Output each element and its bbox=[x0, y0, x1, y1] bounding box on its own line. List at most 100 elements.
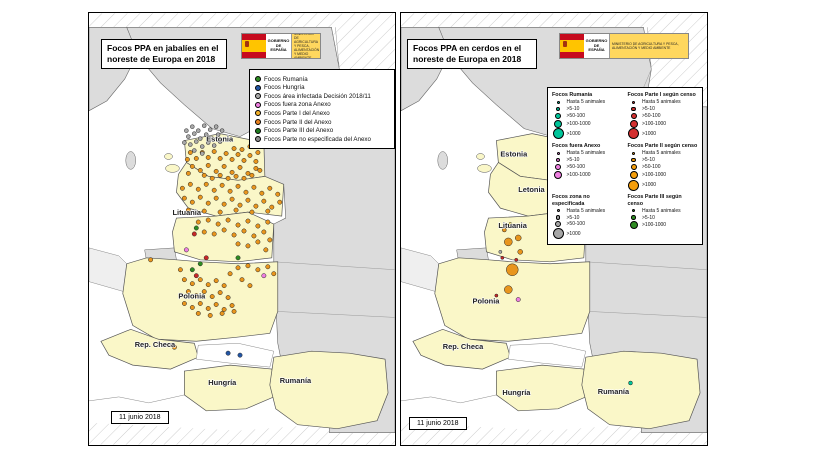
outbreak-dot bbox=[183, 247, 189, 253]
legend-swatch-icon bbox=[631, 157, 636, 163]
legend-item: >5-10 bbox=[552, 106, 623, 112]
outbreak-dot bbox=[217, 290, 223, 296]
outbreak-dot bbox=[267, 185, 273, 191]
government-label: GOBIERNO DE ESPAÑA bbox=[584, 34, 610, 58]
legend-item: >100-1000 bbox=[552, 119, 623, 128]
legend-item-label: >50-100 bbox=[642, 163, 661, 170]
outbreak-dot bbox=[249, 209, 255, 215]
outbreak-dot bbox=[225, 295, 231, 300]
outbreak-dot bbox=[189, 281, 195, 287]
legend-item-label: >100-1000 bbox=[566, 171, 591, 178]
outbreak-dot bbox=[502, 227, 507, 233]
outbreak-dot bbox=[261, 198, 267, 204]
outbreak-dot bbox=[205, 200, 211, 206]
legend-group-header: Focos Parte II según censo bbox=[627, 143, 698, 150]
border-austria-region bbox=[401, 394, 497, 404]
legend-item: Focos Parte II del Anexo bbox=[255, 119, 389, 126]
outbreak-dot bbox=[201, 289, 207, 295]
outbreak-dot bbox=[229, 157, 235, 162]
legend-item: Focos Hungría bbox=[255, 84, 389, 91]
legend-item-label: Hasta 5 animales bbox=[566, 150, 606, 157]
outbreak-dot bbox=[265, 219, 271, 225]
outbreak-dot bbox=[275, 191, 281, 197]
outbreak-dot bbox=[148, 257, 154, 263]
legend-pigs: Focos Rumanía Hasta 5 animales >5-10 >50-10… bbox=[547, 87, 703, 245]
outbreak-dot bbox=[200, 144, 205, 149]
legend-item: Hasta 5 animales bbox=[552, 99, 623, 105]
legend-swatch-icon bbox=[556, 151, 560, 155]
legend-swatch-icon bbox=[632, 209, 635, 213]
government-label: GOBIERNO DE ESPAÑA bbox=[266, 34, 292, 58]
outbreak-dot bbox=[189, 199, 195, 205]
country-poland bbox=[122, 257, 279, 342]
outbreak-dot bbox=[241, 158, 247, 163]
legend-swatch-icon bbox=[629, 119, 638, 128]
legend-swatch-icon bbox=[628, 179, 639, 191]
outbreak-dot bbox=[205, 162, 211, 168]
outbreak-dot bbox=[205, 217, 211, 223]
outbreak-dot bbox=[231, 232, 237, 238]
country-lithuania bbox=[172, 211, 275, 263]
outbreak-dot bbox=[249, 172, 255, 178]
country-label: Estonia bbox=[500, 149, 528, 158]
legend-group: Focos Parte II según censo Hasta 5 animal… bbox=[628, 143, 699, 191]
outbreak-dot bbox=[192, 148, 197, 153]
legend-item-label: >50-100 bbox=[566, 112, 586, 119]
legend-item-label: Focos Parte III del Anexo bbox=[264, 127, 334, 135]
island-gotland bbox=[125, 151, 136, 170]
country-label: Polonia bbox=[473, 297, 501, 306]
legend-item-label: >5-10 bbox=[642, 157, 655, 164]
outbreak-dot bbox=[209, 136, 215, 141]
border-belarus-ukraine bbox=[277, 311, 395, 318]
legend-item-label: >100-1000 bbox=[642, 222, 667, 229]
legend-swatch-icon bbox=[629, 170, 638, 179]
legend-item: >5-10 bbox=[552, 157, 623, 163]
outbreak-dot bbox=[196, 128, 201, 133]
outbreak-dot bbox=[194, 139, 199, 144]
outbreak-dot bbox=[253, 165, 259, 171]
legend-item-label: >1000 bbox=[642, 130, 657, 137]
legend-item-label: >50-100 bbox=[566, 221, 586, 228]
outbreak-dot bbox=[245, 243, 251, 249]
legend-item-label: Focos Hungría bbox=[264, 84, 305, 92]
country-label: Lituania bbox=[172, 208, 201, 217]
border-belarus-russia bbox=[273, 261, 395, 270]
legend-group: Focos Parte I según censo Hasta 5 animale… bbox=[628, 92, 699, 140]
map-title-pigs: Focos PPA en cerdos en el noreste de Eur… bbox=[407, 39, 537, 70]
outbreak-dot bbox=[192, 131, 197, 136]
outbreak-dot bbox=[239, 147, 245, 152]
country-label: Rumanía bbox=[280, 376, 312, 385]
legend-item-label: >1000 bbox=[566, 230, 581, 237]
legend-item: Hasta 5 animales bbox=[628, 150, 699, 156]
legend-item-label: >100-1000 bbox=[642, 171, 667, 178]
outbreak-dot bbox=[255, 223, 261, 229]
country-label: Estonia bbox=[206, 135, 234, 144]
outbreak-dot bbox=[235, 183, 241, 189]
outbreak-dot bbox=[213, 302, 219, 307]
outbreak-dot bbox=[181, 277, 187, 283]
legend-wild-boar: Focos Rumanía Focos Hungría Focos área inf… bbox=[249, 69, 395, 150]
legend-item-label: Focos área infectada Decisión 2018/11 bbox=[264, 92, 371, 100]
outbreak-dot bbox=[237, 202, 243, 208]
outbreak-dot bbox=[265, 264, 271, 270]
outbreak-dot bbox=[213, 168, 219, 174]
legend-group: Focos fuera Anexo Hasta 5 animales >5-10 >5… bbox=[552, 143, 623, 191]
date-label: 11 junio 2018 bbox=[409, 417, 467, 430]
outbreak-dot bbox=[233, 173, 239, 179]
legend-swatch-icon bbox=[632, 100, 635, 104]
outbreak-dots-wild-boar bbox=[148, 123, 283, 358]
legend-item-label: >5-10 bbox=[642, 214, 655, 221]
legend-item-label: Focos fuera zona Anexo bbox=[264, 101, 331, 109]
outbreak-dot bbox=[245, 263, 251, 269]
outbreak-dot bbox=[215, 221, 221, 227]
outbreak-dot bbox=[193, 273, 199, 279]
outbreak-dot bbox=[241, 175, 247, 181]
outbreak-dot bbox=[225, 350, 231, 356]
outbreak-dot bbox=[205, 140, 211, 145]
outbreak-dot bbox=[259, 190, 265, 196]
outbreak-dot bbox=[197, 301, 203, 306]
legend-item: >50-100 bbox=[628, 163, 699, 170]
outbreak-dot bbox=[628, 380, 633, 386]
legend-swatch-icon bbox=[554, 119, 562, 128]
island-saaremaa bbox=[477, 164, 492, 173]
